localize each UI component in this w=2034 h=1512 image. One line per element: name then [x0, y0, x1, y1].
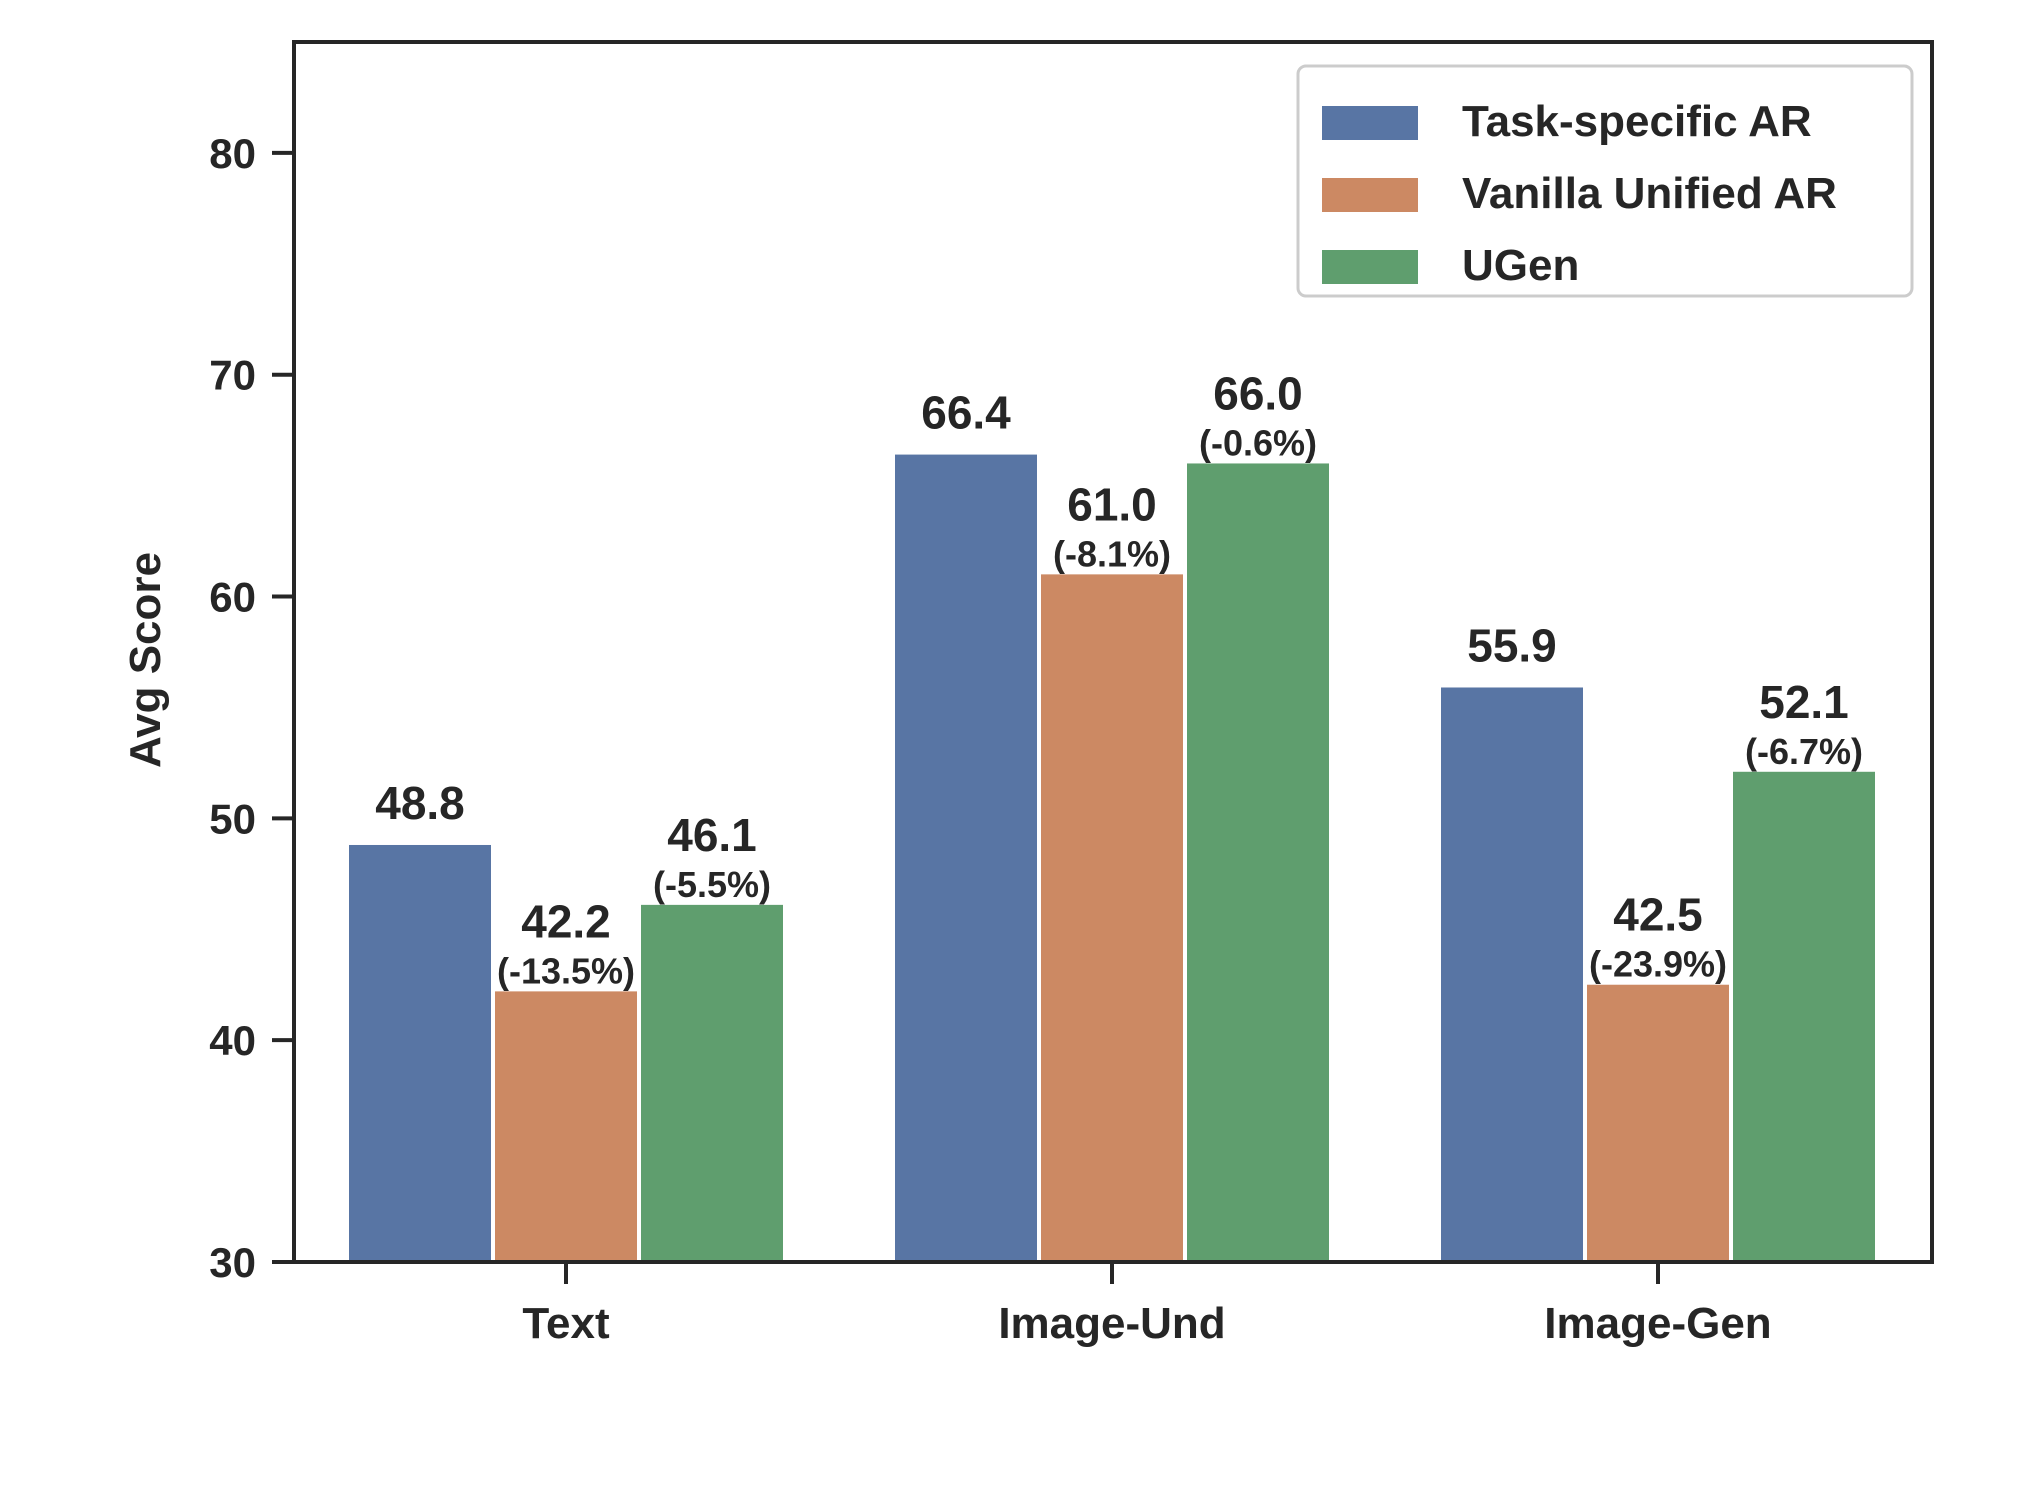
pct-label: (-0.6%) [1199, 422, 1317, 463]
bar-task-specific-ar-image-gen [1441, 687, 1583, 1262]
legend-swatch [1322, 106, 1418, 140]
bars-layer [349, 454, 1875, 1263]
pct-label: (-13.5%) [497, 950, 635, 991]
y-tick-label: 70 [209, 352, 256, 399]
bar-ugen-image-und [1187, 463, 1329, 1262]
y-tick-label: 30 [209, 1239, 256, 1286]
value-label: 52.1 [1759, 676, 1849, 728]
bar-task-specific-ar-image-und [895, 454, 1037, 1263]
y-tick-label: 40 [209, 1017, 256, 1064]
pct-label: (-8.1%) [1053, 533, 1171, 574]
axes-layer: 30 40 50 60 70 80 Text Image-Und Image-Gen [209, 40, 1934, 1348]
y-tick-label: 80 [209, 130, 256, 177]
bar-ugen-image-gen [1733, 771, 1875, 1262]
x-tick-label: Image-Gen [1544, 1299, 1771, 1348]
value-label: 61.0 [1067, 478, 1157, 530]
legend-swatch [1322, 178, 1418, 212]
legend-swatch [1322, 250, 1418, 284]
bar-vanilla-unified-ar-image-und [1041, 574, 1183, 1262]
legend-entry: UGen [1462, 241, 1579, 290]
value-label: 66.4 [921, 387, 1011, 439]
pct-label: (-6.7%) [1745, 731, 1863, 772]
pct-label: (-5.5%) [653, 864, 771, 905]
bar-vanilla-unified-ar-image-gen [1587, 984, 1729, 1262]
value-label: 55.9 [1467, 619, 1557, 671]
value-label: 42.5 [1613, 889, 1703, 941]
y-tick-label: 50 [209, 795, 256, 842]
value-label: 42.2 [521, 895, 611, 947]
bar-ugen-text [641, 904, 783, 1262]
value-label: 46.1 [667, 809, 757, 861]
bar-task-specific-ar-text [349, 844, 491, 1262]
pct-label: (-23.9%) [1589, 944, 1727, 985]
value-label: 48.8 [375, 777, 465, 829]
y-tick-label: 60 [209, 574, 256, 621]
bar-vanilla-unified-ar-text [495, 991, 637, 1262]
labels-layer: 48.8 66.4 55.9 (-13.5%)42.2 (-8.1%)61.0 (-23.… [375, 367, 1863, 991]
legend: Task-specific AR Vanilla Unified AR UGen [1296, 64, 1914, 298]
x-tick-label: Image-Und [998, 1299, 1225, 1348]
x-tick-label: Text [522, 1299, 610, 1348]
y-axis-label: Avg Score [121, 552, 170, 768]
legend-entry: Task-specific AR [1462, 97, 1812, 146]
value-label: 66.0 [1213, 367, 1303, 419]
legend-box [1296, 64, 1914, 298]
legend-entry: Vanilla Unified AR [1462, 169, 1837, 218]
